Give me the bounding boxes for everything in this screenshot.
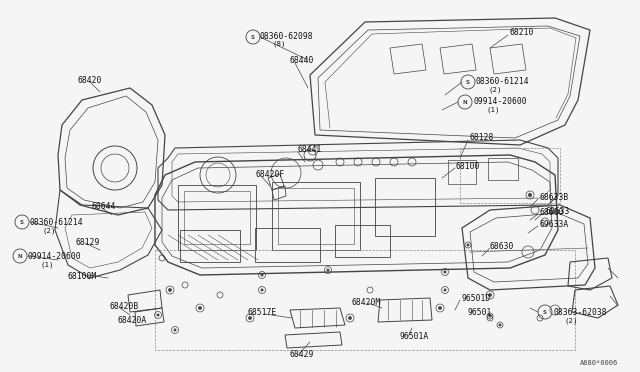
Bar bbox=[272, 182, 360, 250]
Text: S: S bbox=[466, 80, 470, 84]
Circle shape bbox=[174, 329, 176, 331]
Text: 68440: 68440 bbox=[290, 56, 314, 65]
Text: 68420A: 68420A bbox=[118, 316, 147, 325]
Circle shape bbox=[529, 193, 531, 196]
Text: 68100M: 68100M bbox=[68, 272, 97, 281]
Text: S: S bbox=[20, 219, 24, 224]
Text: (2): (2) bbox=[565, 317, 579, 324]
Text: 68129: 68129 bbox=[75, 238, 99, 247]
Bar bbox=[448, 160, 476, 184]
Text: 68600: 68600 bbox=[540, 208, 564, 217]
Circle shape bbox=[168, 289, 172, 292]
Text: 68441: 68441 bbox=[298, 145, 323, 154]
Bar bbox=[180, 230, 240, 262]
Bar bbox=[488, 158, 518, 180]
Text: N: N bbox=[463, 99, 467, 105]
Text: 96501D: 96501D bbox=[462, 294, 492, 303]
Text: A680*0006: A680*0006 bbox=[580, 360, 618, 366]
Circle shape bbox=[489, 315, 491, 317]
Text: (1): (1) bbox=[486, 106, 499, 112]
Text: 68100: 68100 bbox=[455, 162, 479, 171]
Bar bbox=[255, 228, 320, 262]
Text: 08360-61214: 08360-61214 bbox=[30, 218, 84, 227]
Text: 68630: 68630 bbox=[490, 242, 515, 251]
Circle shape bbox=[349, 317, 351, 320]
Circle shape bbox=[261, 289, 263, 291]
Text: (2): (2) bbox=[488, 86, 502, 93]
Text: (8): (8) bbox=[272, 40, 285, 46]
Circle shape bbox=[444, 271, 446, 273]
Circle shape bbox=[248, 317, 252, 320]
Text: 68517E: 68517E bbox=[248, 308, 277, 317]
Circle shape bbox=[499, 324, 501, 326]
Text: 08360-61214: 08360-61214 bbox=[476, 77, 530, 86]
Text: 68633B: 68633B bbox=[540, 193, 569, 202]
Text: S: S bbox=[543, 310, 547, 314]
Text: 08363-62038: 08363-62038 bbox=[553, 308, 607, 317]
Text: 68429: 68429 bbox=[290, 350, 314, 359]
Bar bbox=[335, 225, 390, 257]
Text: 68420M: 68420M bbox=[352, 298, 381, 307]
Circle shape bbox=[467, 244, 469, 246]
Text: 96501A: 96501A bbox=[400, 332, 429, 341]
Bar bbox=[375, 178, 435, 236]
Text: 68128: 68128 bbox=[470, 133, 494, 142]
Text: 09914-20600: 09914-20600 bbox=[28, 252, 82, 261]
Text: 68644: 68644 bbox=[92, 202, 116, 211]
Circle shape bbox=[444, 289, 446, 291]
Bar bbox=[155, 250, 575, 350]
Text: 08360-62098: 08360-62098 bbox=[260, 32, 314, 41]
Text: 68420: 68420 bbox=[78, 76, 102, 85]
Bar bbox=[460, 148, 560, 203]
Text: 68210: 68210 bbox=[510, 28, 534, 37]
Bar bbox=[184, 191, 250, 244]
Circle shape bbox=[261, 274, 263, 276]
Text: 68420F: 68420F bbox=[255, 170, 284, 179]
Circle shape bbox=[157, 314, 159, 316]
Text: 68633: 68633 bbox=[545, 207, 570, 216]
Text: S: S bbox=[251, 35, 255, 39]
Text: 69633A: 69633A bbox=[540, 220, 569, 229]
Text: 96501: 96501 bbox=[468, 308, 492, 317]
Bar bbox=[178, 185, 256, 250]
Circle shape bbox=[488, 294, 492, 296]
Text: 68420B: 68420B bbox=[110, 302, 140, 311]
Text: 09914-20600: 09914-20600 bbox=[474, 97, 527, 106]
Circle shape bbox=[327, 269, 329, 271]
Bar bbox=[278, 188, 354, 244]
Circle shape bbox=[438, 307, 442, 310]
Circle shape bbox=[198, 307, 202, 310]
Text: (2): (2) bbox=[42, 227, 56, 234]
Text: N: N bbox=[18, 253, 22, 259]
Text: (1): (1) bbox=[40, 261, 54, 267]
